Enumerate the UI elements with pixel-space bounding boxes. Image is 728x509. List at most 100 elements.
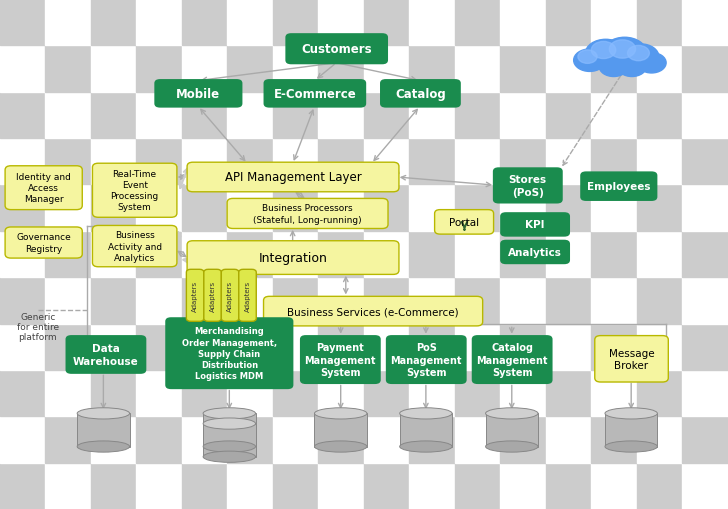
Bar	[136, 324, 182, 370]
Bar	[182, 463, 227, 509]
Bar	[91, 277, 136, 324]
Text: Customers: Customers	[301, 43, 372, 56]
Bar	[273, 185, 318, 232]
FancyBboxPatch shape	[5, 228, 82, 259]
Bar	[45, 416, 91, 463]
Bar	[501, 0, 546, 46]
Bar	[182, 324, 227, 370]
Bar	[136, 416, 182, 463]
Text: Adapters: Adapters	[192, 280, 198, 312]
Bar	[591, 0, 637, 46]
FancyBboxPatch shape	[203, 423, 256, 457]
Bar	[227, 277, 273, 324]
Text: Adapters: Adapters	[245, 280, 250, 312]
Text: Employees: Employees	[587, 182, 651, 192]
Text: Integration: Integration	[258, 251, 328, 265]
Bar	[182, 185, 227, 232]
Bar	[227, 463, 273, 509]
Text: Catalog: Catalog	[395, 88, 446, 101]
Bar	[45, 277, 91, 324]
Bar	[273, 277, 318, 324]
Bar	[682, 277, 728, 324]
Bar	[455, 324, 501, 370]
Bar	[637, 139, 682, 185]
Ellipse shape	[203, 418, 256, 430]
Bar	[227, 93, 273, 139]
Bar	[682, 232, 728, 277]
Bar	[182, 93, 227, 139]
Bar	[136, 463, 182, 509]
Bar	[546, 463, 591, 509]
Bar	[591, 370, 637, 416]
Bar	[136, 232, 182, 277]
Bar	[364, 232, 409, 277]
FancyBboxPatch shape	[92, 226, 177, 267]
Bar	[273, 324, 318, 370]
Bar	[546, 232, 591, 277]
Bar	[591, 139, 637, 185]
Text: Stores
(PoS): Stores (PoS)	[509, 175, 547, 197]
Bar	[91, 139, 136, 185]
FancyBboxPatch shape	[204, 270, 221, 322]
Bar	[318, 370, 364, 416]
Text: Governance
Registry: Governance Registry	[16, 233, 71, 253]
FancyBboxPatch shape	[500, 213, 570, 237]
Bar	[182, 46, 227, 93]
FancyBboxPatch shape	[380, 80, 461, 108]
Bar	[682, 46, 728, 93]
Bar	[637, 324, 682, 370]
Bar	[409, 370, 455, 416]
Bar	[637, 232, 682, 277]
Circle shape	[637, 53, 666, 74]
Bar	[227, 185, 273, 232]
Ellipse shape	[605, 441, 657, 452]
Bar	[136, 46, 182, 93]
Bar	[318, 0, 364, 46]
Bar	[637, 370, 682, 416]
Text: Merchandising
Order Management,
Supply Chain
Distribution
Logistics MDM: Merchandising Order Management, Supply C…	[182, 327, 277, 380]
Bar	[591, 277, 637, 324]
FancyBboxPatch shape	[300, 335, 381, 384]
FancyBboxPatch shape	[500, 240, 570, 265]
Bar	[455, 185, 501, 232]
Bar	[637, 93, 682, 139]
Ellipse shape	[605, 408, 657, 419]
Bar	[0, 370, 45, 416]
Bar	[227, 232, 273, 277]
Bar	[0, 185, 45, 232]
Bar	[501, 139, 546, 185]
Bar	[136, 370, 182, 416]
Text: Portal: Portal	[449, 217, 479, 228]
Bar	[364, 139, 409, 185]
Text: Message
Broker: Message Broker	[609, 348, 654, 370]
Bar	[318, 139, 364, 185]
Bar	[682, 185, 728, 232]
Ellipse shape	[203, 441, 256, 452]
Bar	[45, 463, 91, 509]
Bar	[182, 0, 227, 46]
Bar	[637, 463, 682, 509]
Text: Catalog
Management
System: Catalog Management System	[476, 343, 548, 377]
Bar	[318, 185, 364, 232]
Bar	[409, 416, 455, 463]
Bar	[318, 232, 364, 277]
Bar	[409, 277, 455, 324]
Bar	[0, 139, 45, 185]
Bar	[0, 232, 45, 277]
Text: API Management Layer: API Management Layer	[225, 171, 361, 184]
Bar	[136, 139, 182, 185]
Bar	[501, 277, 546, 324]
Bar	[455, 46, 501, 93]
Bar	[45, 139, 91, 185]
Bar	[546, 139, 591, 185]
Bar	[45, 46, 91, 93]
Bar	[0, 277, 45, 324]
Circle shape	[585, 40, 626, 69]
Bar	[364, 324, 409, 370]
Bar	[182, 139, 227, 185]
Bar	[546, 324, 591, 370]
Bar	[45, 185, 91, 232]
Bar	[91, 46, 136, 93]
Bar	[591, 46, 637, 93]
Bar	[227, 324, 273, 370]
